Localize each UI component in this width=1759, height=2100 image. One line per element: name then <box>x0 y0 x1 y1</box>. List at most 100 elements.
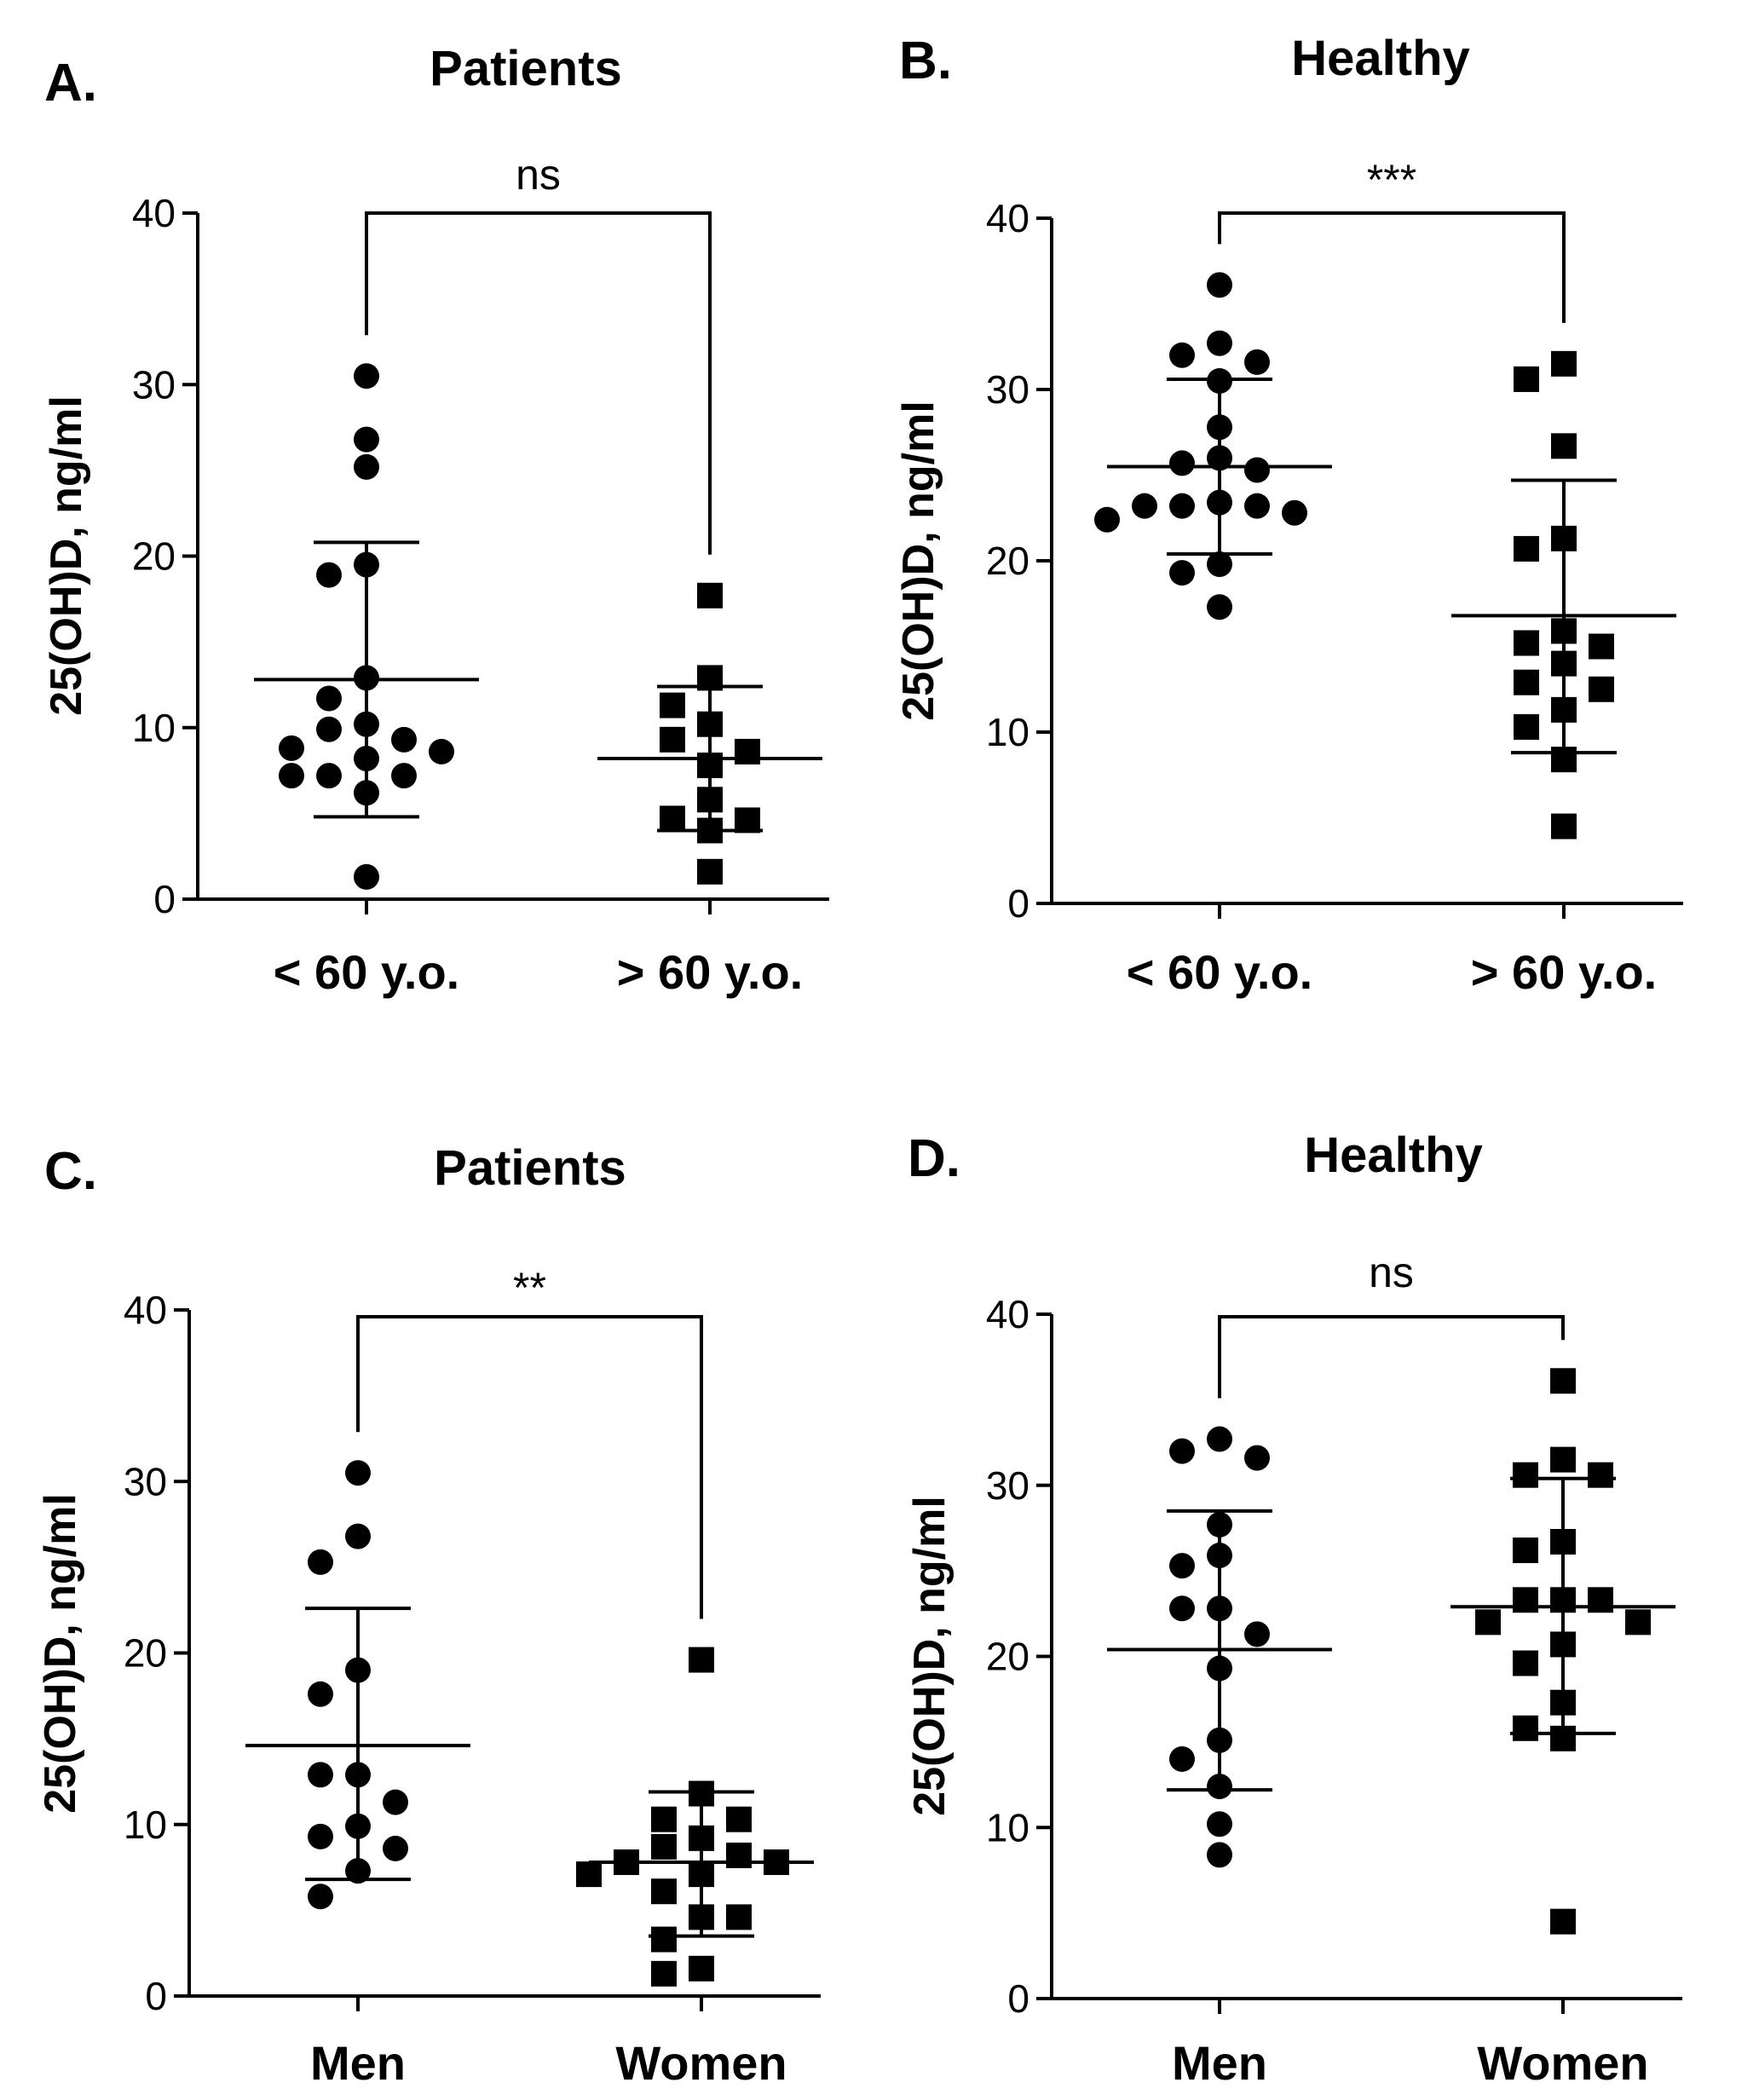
data-point <box>1244 493 1270 519</box>
data-point <box>354 711 379 737</box>
significance-bracket <box>365 211 712 555</box>
y-tick-label: 10 <box>986 1805 1029 1849</box>
x-category-label: < 60 y.o. <box>1127 945 1312 999</box>
y-tick-label: 20 <box>124 1631 167 1676</box>
data-point <box>1207 445 1232 471</box>
data-point <box>308 1823 333 1849</box>
data-point <box>279 735 304 761</box>
data-point <box>316 685 342 712</box>
data-point <box>1550 1446 1576 1473</box>
series-1 <box>1094 272 1332 620</box>
panel-3: C. Patients 25(OH)D, ng/ml 0 10 20 30 40 Men Wome… <box>36 1140 821 2090</box>
significance-label: ** <box>513 1264 546 1312</box>
data-point <box>1475 1609 1501 1636</box>
data-point <box>1207 330 1232 356</box>
data-point <box>660 726 685 753</box>
y-tick-label: 10 <box>132 706 176 750</box>
y-tick-label: 30 <box>986 367 1029 412</box>
data-point <box>1625 1609 1651 1636</box>
data-point <box>1244 457 1270 483</box>
data-point <box>689 1861 714 1888</box>
data-point <box>354 551 379 578</box>
data-point <box>1207 1511 1232 1538</box>
significance-bracket <box>1218 1315 1565 1399</box>
data-point <box>1550 1631 1576 1658</box>
data-point <box>279 763 304 789</box>
data-point <box>1207 1811 1232 1838</box>
data-point <box>735 738 760 764</box>
data-point <box>614 1849 639 1876</box>
data-point <box>345 1813 371 1839</box>
panel-letter: A. <box>44 54 97 112</box>
data-point <box>651 1833 677 1860</box>
y-tick-label: 0 <box>1007 1976 1029 2021</box>
data-point <box>697 787 723 813</box>
data-point <box>1550 1908 1576 1935</box>
data-point <box>1207 1426 1232 1452</box>
data-point <box>383 1835 408 1861</box>
data-point <box>726 1904 752 1930</box>
y-tick-label: 0 <box>153 877 176 921</box>
data-point <box>1588 1462 1613 1488</box>
data-point <box>1550 1725 1576 1751</box>
data-point <box>1513 1462 1538 1488</box>
data-point <box>391 763 417 789</box>
data-point <box>1207 489 1232 516</box>
y-axis-label: 25(OH)D, ng/ml <box>42 395 91 716</box>
data-point <box>1169 1438 1195 1464</box>
data-point <box>576 1861 602 1888</box>
data-point <box>1550 1528 1576 1555</box>
data-point <box>345 1460 371 1486</box>
panel-letter: B. <box>899 32 952 90</box>
data-point <box>1207 594 1232 620</box>
data-point <box>354 780 379 806</box>
panel-title: Healthy <box>1304 1128 1483 1183</box>
data-point <box>1244 1621 1270 1647</box>
data-point <box>1169 1595 1195 1622</box>
data-point <box>391 726 417 753</box>
data-point <box>689 1955 714 1982</box>
panel-title: Patients <box>430 41 622 96</box>
y-axis-label: 25(OH)D, ng/ml <box>905 1496 954 1816</box>
data-point <box>697 753 723 779</box>
data-point <box>1207 1774 1232 1800</box>
data-point <box>1207 367 1232 394</box>
y-tick-label: 10 <box>124 1803 167 1847</box>
data-point <box>1551 433 1577 459</box>
data-point <box>735 807 760 834</box>
panel-letter: D. <box>908 1129 960 1188</box>
data-point <box>1207 414 1232 441</box>
data-point <box>689 1647 714 1673</box>
data-point <box>354 453 379 480</box>
data-point <box>660 692 685 718</box>
data-point <box>1169 450 1195 476</box>
data-point <box>1207 1727 1232 1753</box>
panel-2: B. Healthy 25(OH)D, ng/ml 0 10 20 30 40 < 60 y.o… <box>894 31 1683 999</box>
data-point <box>1551 650 1577 677</box>
data-point <box>1514 630 1539 656</box>
data-point <box>354 863 379 890</box>
y-tick-label: 30 <box>986 1463 1029 1508</box>
panel-title: Healthy <box>1291 31 1470 86</box>
data-point <box>1588 1587 1613 1613</box>
x-category-label: Men <box>1172 2036 1267 2090</box>
data-point <box>1513 1650 1538 1676</box>
data-point <box>697 665 723 691</box>
data-point <box>1282 499 1307 526</box>
data-point <box>1207 272 1232 298</box>
data-point <box>1551 696 1577 723</box>
data-point <box>1550 1587 1576 1613</box>
x-category-label: Women <box>615 2036 787 2090</box>
data-point <box>383 1789 408 1815</box>
data-point <box>697 582 723 609</box>
data-point <box>429 738 454 764</box>
data-point <box>308 1681 333 1707</box>
series-2 <box>1450 1368 1675 1935</box>
data-point <box>345 1858 371 1884</box>
x-category-label: > 60 y.o. <box>617 945 803 999</box>
data-point <box>726 1842 752 1868</box>
data-point <box>1132 493 1157 519</box>
data-point <box>697 817 723 844</box>
data-point <box>1514 713 1539 740</box>
